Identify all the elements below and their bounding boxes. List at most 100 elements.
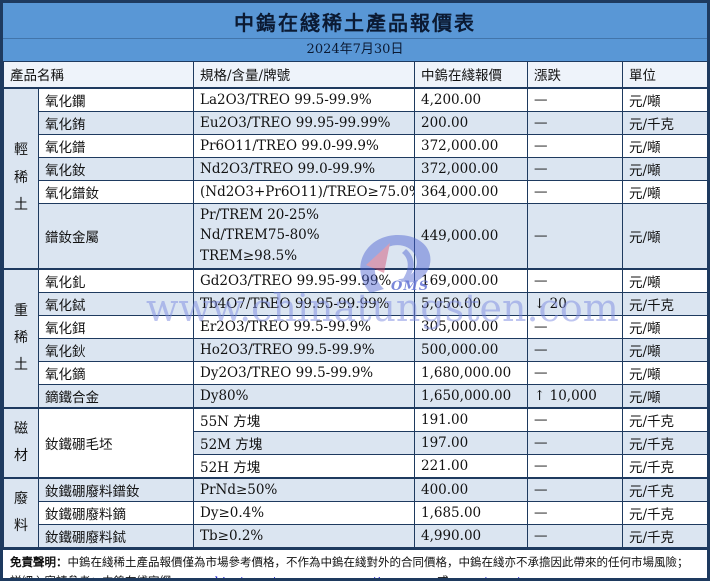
product-name-cell: 氧化釹: [38, 156, 194, 181]
price-cell: 169,000.00: [414, 268, 528, 294]
change-cell: —: [527, 179, 623, 204]
unit-cell: 元/噸: [622, 315, 707, 340]
column-header-change: 漲跌: [527, 61, 623, 88]
unit-cell: 元/噸: [622, 202, 707, 270]
unit-cell: 元/噸: [622, 338, 707, 363]
table-row: 氧化釹 Nd2O3/TREO 99.0-99.9% 372,000.00 — 元…: [4, 156, 707, 181]
price-cell: 191.00: [414, 407, 528, 433]
product-name-cell: 氧化鑭: [38, 86, 194, 112]
category-cell-heavy-rare-earth: 重稀土: [3, 268, 39, 409]
unit-cell: 元/噸: [622, 268, 707, 294]
change-cell: —: [527, 477, 623, 503]
link-ctia[interactable]: www.ctia.com.cn: [334, 573, 434, 581]
price-cell: 197.00: [414, 431, 528, 456]
spec-cell: Eu2O3/TREO 99.95-99.99%: [193, 110, 415, 135]
disclaimer-line-2: 詳細內容請參考：中鎢在綫官網 news.chinatungsten.com， w…: [10, 572, 700, 581]
product-name-cell: 鏑鐵合金: [38, 384, 194, 409]
change-cell-down: ↓ 20: [527, 292, 623, 317]
column-header-spec: 規格/含量/牌號: [193, 61, 415, 88]
product-name-cell: 釹鐵硼廢料鏑: [38, 501, 194, 526]
price-cell: 305,000.00: [414, 315, 528, 340]
product-name-cell: 鐠釹金屬: [38, 202, 194, 270]
product-name-cell: 氧化釓: [38, 268, 194, 294]
disclaimer-label: 免責聲明：: [10, 555, 68, 570]
unit-cell: 元/噸: [622, 384, 707, 409]
unit-cell: 元/千克: [622, 407, 707, 433]
table-row: 磁材 釹鐵硼毛坯 55N 方塊 191.00 — 元/千克: [3, 407, 707, 479]
spec-cell: 55N 方塊: [193, 407, 415, 433]
change-cell: —: [527, 454, 623, 479]
table-row: 重稀土 氧化釓 Gd2O3/TREO 99.95-99.99% 169,000.…: [3, 268, 707, 409]
table-row: 氧化鋱 Tb4O7/TREO 99.95-99.99% 5,050.00 ↓ 2…: [4, 292, 707, 317]
spec-cell: 52H 方塊: [193, 454, 415, 479]
unit-cell: 元/千克: [622, 477, 707, 503]
product-name-cell: 釹鐵硼廢料鋱: [38, 524, 194, 549]
spec-cell: 52M 方塊: [193, 431, 415, 456]
change-cell: —: [527, 110, 623, 135]
table-row: 52M 方塊 197.00 — 元/千克: [4, 431, 707, 456]
product-name-cell: 氧化鏑: [38, 361, 194, 386]
disclaimer-text: 中鎢在綫稀土產品報價僅為市場參考價格，不作為中鎢在綫對外的合同價格，中鎢在綫亦不…: [67, 555, 689, 570]
price-table: 產品名稱 規格/含量/牌號 中鎢在綫報價 漲跌 單位 輕稀土 氧化鑭 La2O3…: [3, 61, 707, 549]
column-header-price: 中鎢在綫報價: [414, 61, 528, 88]
link-news-chinatungsten[interactable]: news.chinatungsten.com: [174, 573, 320, 581]
spec-cell: Er2O3/TREO 99.5-99.9%: [193, 315, 415, 340]
change-cell: —: [527, 338, 623, 363]
link-separator: ，: [319, 573, 335, 581]
disclaimer-line-1: 免責聲明：中鎢在綫稀土產品報價僅為市場參考價格，不作為中鎢在綫對外的合同價格，中…: [10, 553, 700, 572]
spec-cell: Nd2O3/TREO 99.0-99.9%: [193, 156, 415, 181]
sentence-end: 。: [581, 573, 593, 581]
price-cell: 449,000.00: [414, 202, 528, 270]
spec-cell: Dy2O3/TREO 99.5-99.9%: [193, 361, 415, 386]
price-cell: 1,685.00: [414, 501, 528, 526]
unit-cell: 元/噸: [622, 156, 707, 181]
link-separator-or: 或: [433, 573, 453, 581]
table-row: 氧化銪 Eu2O3/TREO 99.95-99.99% 200.00 — 元/千…: [4, 110, 707, 135]
change-cell: —: [527, 361, 623, 386]
change-cell: —: [527, 86, 623, 112]
table-header-row: 產品名稱 規格/含量/牌號 中鎢在綫報價 漲跌 單位: [3, 61, 707, 88]
spec-cell: Ho2O3/TREO 99.5-99.9%: [193, 338, 415, 363]
change-cell: —: [527, 133, 623, 158]
spec-cell: Pr6O11/TREO 99.0-99.9%: [193, 133, 415, 158]
product-name-cell: 氧化鐠: [38, 133, 194, 158]
product-name-cell: 氧化鋱: [38, 292, 194, 317]
price-cell: 400.00: [414, 477, 528, 503]
link-tungsten[interactable]: www.tungsten.com.cn: [452, 573, 582, 581]
unit-cell: 元/千克: [622, 454, 707, 479]
product-name-cell: 氧化鉺: [38, 315, 194, 340]
price-cell: 372,000.00: [414, 133, 528, 158]
price-cell: 200.00: [414, 110, 528, 135]
price-cell: 500,000.00: [414, 338, 528, 363]
spec-cell: (Nd2O3+Pr6O11)/TREO≥75.0%: [193, 179, 415, 204]
unit-cell: 元/千克: [622, 292, 707, 317]
change-cell: —: [527, 407, 623, 433]
spec-cell: Dy≥0.4%: [193, 501, 415, 526]
column-header-product: 產品名稱: [3, 61, 194, 88]
disclaimer-reference-text: 詳細內容請參考：中鎢在綫官網: [10, 573, 175, 581]
table-row: 廢料 釹鐵硼廢料鐠釹 PrNd≥50% 400.00 — 元/千克: [3, 477, 707, 549]
table-row: 氧化鐠 Pr6O11/TREO 99.0-99.9% 372,000.00 — …: [4, 133, 707, 158]
column-header-unit: 單位: [622, 61, 707, 88]
unit-cell: 元/千克: [622, 431, 707, 456]
table-row: 鐠釹金屬 Pr/TREM 20-25% Nd/TREM75-80% TREM≥9…: [4, 202, 707, 270]
change-cell: —: [527, 524, 623, 549]
product-name-cell: 氧化銪: [38, 110, 194, 135]
product-name-cell: 釹鐵硼毛坯: [38, 407, 194, 479]
category-cell-magnet-material: 磁材: [3, 407, 39, 479]
product-name-cell: 氧化鈥: [38, 338, 194, 363]
unit-cell: 元/噸: [622, 179, 707, 204]
price-cell: 364,000.00: [414, 179, 528, 204]
report-date: 2024年7月30日: [3, 38, 707, 61]
table-row: 氧化鏑 Dy2O3/TREO 99.5-99.9% 1,680,000.00 —…: [4, 361, 707, 386]
category-cell-light-rare-earth: 輕稀土: [3, 86, 39, 270]
spec-cell: Gd2O3/TREO 99.95-99.99%: [193, 268, 415, 294]
change-cell: —: [527, 501, 623, 526]
category-cell-scrap: 廢料: [3, 477, 39, 549]
page-title: 中鎢在綫稀土產品報價表: [234, 11, 476, 35]
price-cell: 221.00: [414, 454, 528, 479]
table-row: 釹鐵硼廢料鏑 Dy≥0.4% 1,685.00 — 元/千克: [4, 501, 707, 526]
price-cell: 1,680,000.00: [414, 361, 528, 386]
price-cell: 1,650,000.00: [414, 384, 528, 409]
price-cell: 5,050.00: [414, 292, 528, 317]
